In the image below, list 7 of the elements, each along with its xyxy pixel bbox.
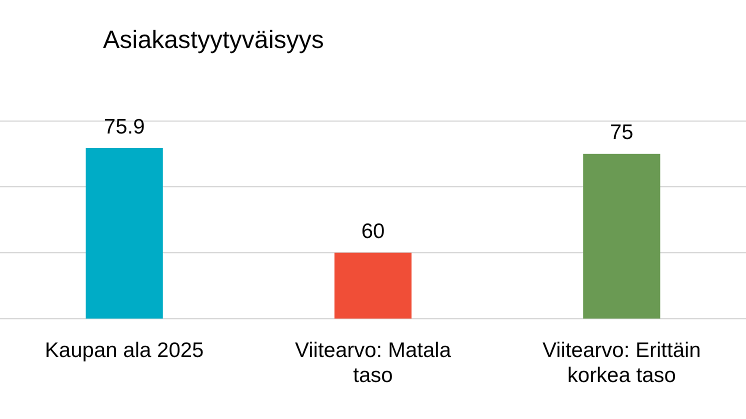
x-tick-label: Kaupan ala 2025 [44,338,204,362]
data-label: 75 [610,121,634,144]
x-tick-label: Viitearvo: Matala taso [294,338,452,388]
x-tick-label: Viitearvo: Erittäin korkea taso [542,338,701,388]
chart-title: Asiakastyytyväisyys [103,26,324,54]
data-label: 75.9 [104,115,145,138]
data-label: 60 [361,220,385,244]
